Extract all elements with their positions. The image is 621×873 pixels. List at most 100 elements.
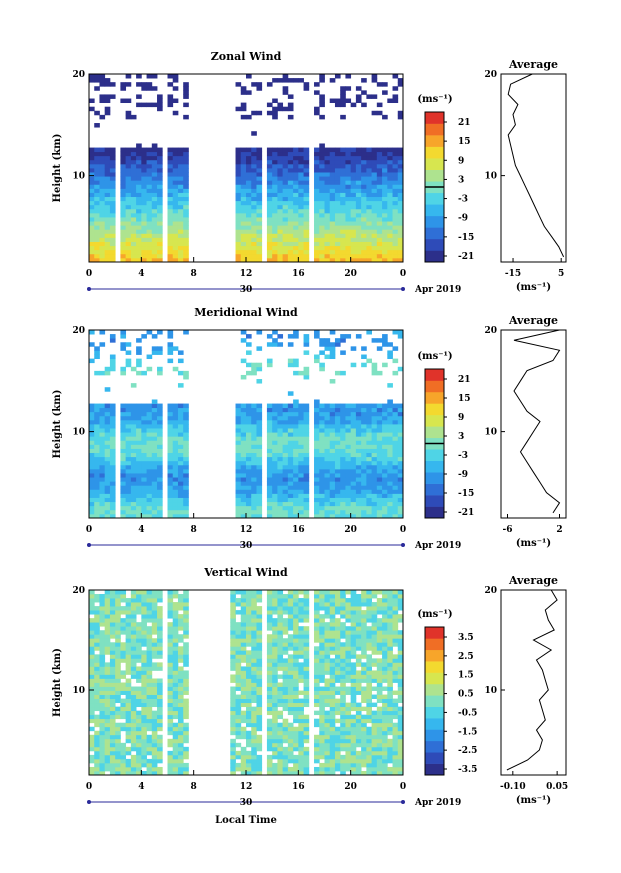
- heatmap-cell: [94, 237, 100, 242]
- heatmap-cell: [329, 662, 336, 667]
- heatmap-cell: [109, 634, 116, 639]
- heatmap-cell: [177, 742, 184, 748]
- heatmap-cell: [136, 159, 142, 165]
- heatmap-cell: [366, 670, 372, 675]
- heatmap-cell: [151, 176, 158, 181]
- heatmap-cell: [89, 403, 95, 409]
- heatmap-cell: [366, 176, 372, 181]
- heatmap-cell: [167, 614, 174, 619]
- heatmap-cell: [157, 176, 163, 181]
- heatmap-cell: [115, 614, 121, 619]
- heatmap-cell: [303, 370, 310, 376]
- heatmap-cell: [235, 473, 242, 478]
- heatmap-cell: [177, 614, 184, 619]
- heatmap-cell: [104, 370, 111, 376]
- heatmap-cell: [334, 646, 341, 651]
- heatmap-cell: [172, 662, 179, 667]
- heatmap-cell: [355, 424, 362, 429]
- heatmap-cell: [251, 646, 257, 651]
- y-axis-label: Height (km): [52, 134, 63, 203]
- heatmap-cell: [350, 456, 357, 462]
- heatmap-cell: [136, 362, 142, 368]
- heatmap-cell: [319, 237, 325, 242]
- heatmap-cell: [251, 489, 257, 494]
- heatmap-cell: [94, 642, 100, 647]
- heatmap-cell: [392, 493, 399, 498]
- heatmap-cell: [319, 702, 325, 708]
- heatmap-cell: [272, 630, 278, 635]
- heatmap-cell: [167, 94, 174, 99]
- heatmap-cell: [130, 658, 137, 663]
- heatmap-cell: [151, 606, 158, 611]
- heatmap-cell: [146, 428, 153, 433]
- heatmap-cell: [345, 658, 352, 663]
- heatmap-cell: [366, 682, 372, 687]
- heatmap-cell: [298, 188, 304, 193]
- heatmap-cell: [366, 742, 372, 748]
- heatmap-cell: [251, 674, 257, 679]
- heatmap-cell: [157, 718, 163, 724]
- heatmap-cell: [324, 590, 331, 595]
- heatmap-cell: [172, 464, 179, 470]
- heatmap-cell: [277, 212, 284, 218]
- heatmap-cell: [319, 602, 325, 607]
- heatmap-cell: [287, 698, 294, 704]
- heatmap-cell: [177, 485, 184, 490]
- heatmap-cell: [230, 626, 236, 631]
- heatmap-cell: [151, 485, 158, 490]
- heatmap-cell: [256, 168, 263, 173]
- heatmap-cell: [89, 159, 95, 165]
- heatmap-cell: [151, 221, 158, 226]
- heatmap-cell: [99, 196, 106, 202]
- heatmap-cell: [251, 180, 257, 185]
- heatmap-cell: [329, 714, 336, 720]
- heatmap-cell: [298, 233, 304, 238]
- heatmap-cell: [361, 746, 367, 752]
- heatmap-cell: [104, 509, 111, 515]
- heatmap-cell: [246, 208, 252, 214]
- heatmap-cell: [303, 762, 310, 768]
- heatmap-cell: [136, 346, 142, 351]
- heatmap-cell: [240, 726, 247, 732]
- heatmap-cell: [120, 706, 127, 712]
- heatmap-cell: [266, 225, 273, 230]
- heatmap-cell: [167, 346, 174, 351]
- heatmap-cell: [183, 726, 189, 732]
- heatmap-cell: [314, 354, 320, 360]
- heatmap-cell: [340, 147, 346, 153]
- heatmap-cell: [151, 225, 158, 230]
- heatmap-cell: [350, 176, 357, 181]
- heatmap-cell: [340, 698, 346, 704]
- heatmap-cell: [99, 114, 106, 120]
- heatmap-cell: [329, 147, 336, 153]
- heatmap-cell: [246, 440, 252, 445]
- heatmap-cell: [109, 662, 116, 667]
- heatmap-cell: [125, 493, 132, 498]
- heatmap-cell: [392, 74, 399, 79]
- heatmap-cell: [366, 241, 372, 247]
- heatmap-cell: [345, 730, 352, 736]
- heatmap-cell: [298, 513, 304, 519]
- heatmap-cell: [125, 204, 132, 210]
- heatmap-cell: [298, 646, 304, 651]
- heatmap-cell: [89, 594, 95, 599]
- heatmap-cell: [172, 606, 179, 611]
- heatmap-cell: [345, 646, 352, 651]
- heatmap-cell: [120, 485, 127, 490]
- heatmap-cell: [172, 253, 179, 259]
- heatmap-cell: [151, 74, 158, 79]
- heatmap-cell: [151, 415, 158, 421]
- heatmap-cell: [125, 362, 132, 368]
- heatmap-cell: [183, 419, 189, 425]
- heatmap-cell: [361, 102, 367, 108]
- heatmap-cell: [345, 98, 352, 104]
- heatmap-cell: [324, 456, 331, 462]
- heatmap-cell: [334, 102, 341, 108]
- heatmap-cell: [366, 754, 372, 760]
- heatmap-cell: [298, 770, 304, 776]
- heatmap-cell: [319, 690, 325, 695]
- heatmap-cell: [125, 738, 132, 744]
- heatmap-cell: [136, 509, 142, 515]
- heatmap-cell: [125, 147, 132, 153]
